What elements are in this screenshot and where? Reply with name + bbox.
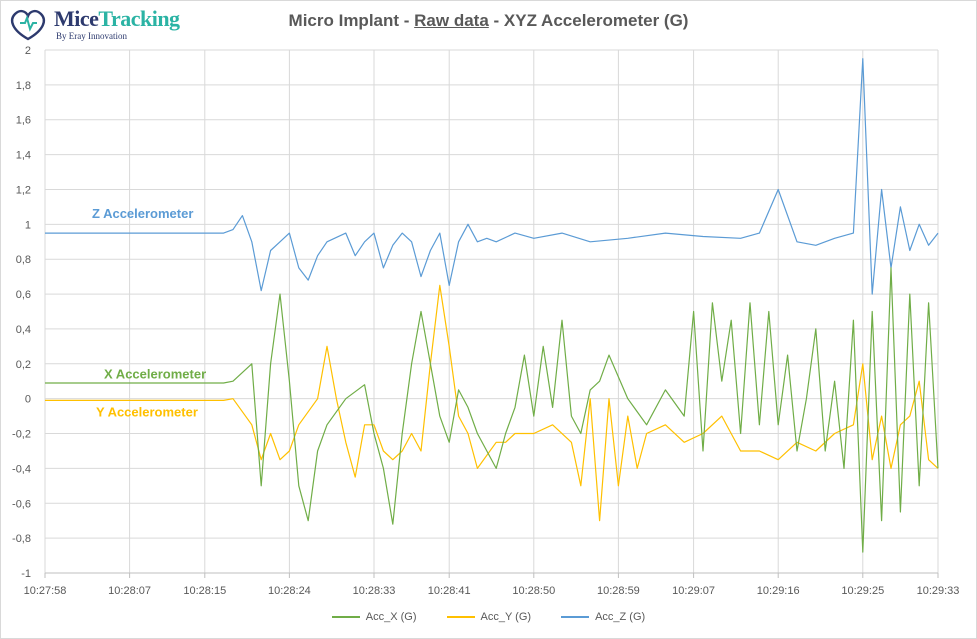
y-axis-ticks: -1 -0,8 -0,6 -0,4 -0,2 0 0,2 0,4 0,6 0,8 1 1,2 1,4 1,… [12, 45, 31, 580]
y-tick-label: 1,8 [16, 80, 31, 92]
y-tick-label: 1,2 [16, 184, 31, 196]
x-axis-ticks: 10:27:58 10:28:07 10:28:15 10:28:24 10:28:33… [24, 585, 960, 597]
legend-label-x: Acc_X (G) [365, 611, 417, 623]
logo-wordmark: MiceTracking [54, 6, 180, 32]
title-prefix: Micro Implant - [288, 11, 415, 30]
y-tick-label: 0,2 [16, 359, 31, 371]
x-tick-label: 10:28:24 [268, 585, 311, 597]
x-tick-label: 10:28:33 [353, 585, 396, 597]
title-suffix: - XYZ Accelerometer (G) [488, 11, 689, 30]
x-tick-label: 10:29:07 [672, 585, 715, 597]
y-tick-label: 1,6 [16, 115, 31, 127]
legend-label-y: Acc_Y (G) [480, 611, 532, 623]
legend-item-z[interactable]: Acc_Z (G) [561, 611, 645, 623]
logo-tracking-text: Tracking [98, 6, 180, 31]
legend-swatch-x [331, 616, 360, 618]
y-tick-label: -1 [21, 568, 31, 580]
y-tick-label: -0,4 [12, 463, 31, 475]
y-tick-label: 1 [25, 219, 31, 231]
mice-tracking-logo: MiceTracking By Eray Innovation [6, 4, 206, 44]
y-tick-label: 0 [25, 394, 31, 406]
y-tick-label: -0,2 [12, 429, 31, 441]
series-line-x [45, 267, 939, 553]
y-tick-label: 1,4 [16, 150, 31, 162]
x-tick-label: 10:29:25 [841, 585, 884, 597]
series-line-y [45, 284, 939, 522]
series-annotation-z: Z Accelerometer [92, 206, 193, 221]
x-tick-label: 10:29:16 [757, 585, 800, 597]
x-tick-label: 10:28:59 [597, 585, 640, 597]
y-tick-label: 0,4 [16, 324, 31, 336]
logo-mice-text: Mice [54, 6, 99, 31]
y-tick-label: 2 [25, 45, 31, 57]
y-tick-label: -0,6 [12, 498, 31, 510]
series-annotation-y: Y Accelerometer [96, 405, 198, 420]
series-annotation-x: X Accelerometer [104, 366, 206, 381]
x-tick-label: 10:28:41 [428, 585, 471, 597]
legend-swatch-y [446, 616, 475, 618]
grid-layer [44, 49, 939, 578]
x-tick-label: 10:29:33 [917, 585, 960, 597]
title-raw-data: Raw data [414, 11, 489, 30]
logo-mouse-icon [11, 9, 45, 41]
x-tick-label: 10:27:58 [24, 585, 67, 597]
x-tick-label: 10:28:50 [512, 585, 555, 597]
y-tick-label: 0,6 [16, 289, 31, 301]
chart-title: Micro Implant - Raw data - XYZ Accelerom… [0, 11, 977, 31]
legend-item-x[interactable]: Acc_X (G) [331, 611, 417, 623]
series-line-z [45, 58, 939, 295]
legend-item-y[interactable]: Acc_Y (G) [446, 611, 532, 623]
legend-label-z: Acc_Z (G) [595, 611, 646, 623]
chart-legend: Acc_X (G) Acc_Y (G) Acc_Z (G) [0, 611, 977, 623]
y-tick-label: 0,8 [16, 254, 31, 266]
x-tick-label: 10:28:15 [183, 585, 226, 597]
y-tick-label: -0,8 [12, 533, 31, 545]
annotation-layer: Z Accelerometer X Accelerometer Y Accelero… [92, 206, 206, 420]
series-layer [45, 58, 939, 553]
logo-subtitle: By Eray Innovation [56, 31, 127, 41]
legend-swatch-z [561, 616, 590, 618]
x-tick-label: 10:28:07 [108, 585, 151, 597]
